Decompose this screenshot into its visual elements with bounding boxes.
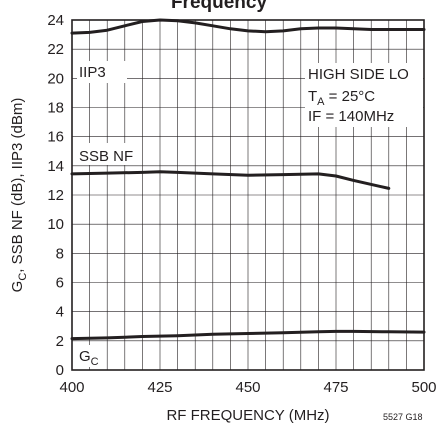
y-axis-title-pre: G (9, 281, 26, 293)
iip3-line (70, 18, 426, 35)
x-tick-label-475: 475 (323, 379, 348, 396)
ssbnf-line (70, 170, 391, 190)
iip3-label-box (77, 61, 127, 83)
x-tick-labels: 400 425 450 475 500 (59, 379, 436, 396)
y-tick-label-10: 10 (47, 216, 64, 233)
y-tick-label-2: 2 (56, 333, 64, 350)
y-axis-title-sub: C (17, 273, 29, 281)
series-lines (70, 18, 426, 341)
chart-title-fragment: Frequency (171, 0, 268, 13)
condition-temperature: TA = 25°C (308, 88, 375, 108)
conditions-box (305, 63, 423, 127)
y-tick-label-12: 12 (47, 187, 64, 204)
x-tick-label-400: 400 (59, 379, 84, 396)
condition-temperature-pre: T (308, 88, 317, 105)
ssbnf-label-box (77, 143, 137, 165)
x-tick-label-500: 500 (411, 379, 436, 396)
x-tick-label-450: 450 (235, 379, 260, 396)
x-axis-title: RF FREQUENCY (MHz) (166, 407, 329, 424)
y-tick-label-24: 24 (47, 12, 64, 29)
condition-temperature-post: = 25°C (325, 88, 376, 105)
y-tick-label-18: 18 (47, 100, 64, 117)
gc-label-box (77, 345, 105, 367)
gc-label-sub: C (91, 356, 99, 368)
gc-label: GC (79, 348, 99, 368)
condition-if-frequency: IF = 140MHz (308, 108, 394, 125)
y-tick-label-0: 0 (56, 362, 64, 379)
y-axis-title: GC, SSB NF (dB), IIP3 (dBm) (9, 98, 29, 293)
condition-high-side-lo: HIGH SIDE LO (308, 66, 409, 83)
y-tick-label-6: 6 (56, 275, 64, 292)
plot-frame (71, 19, 425, 371)
y-tick-label-14: 14 (47, 158, 64, 175)
y-tick-label-8: 8 (56, 245, 64, 262)
y-tick-label-4: 4 (56, 304, 64, 321)
y-tick-label-16: 16 (47, 129, 64, 146)
gc-line (70, 329, 426, 341)
condition-temperature-sub: A (317, 96, 325, 108)
figure-id: 5527 G18 (383, 412, 423, 422)
x-tick-label-425: 425 (147, 379, 172, 396)
y-axis-title-post: , SSB NF (dB), IIP3 (dBm) (9, 98, 26, 273)
y-tick-label-22: 22 (47, 41, 64, 58)
ssbnf-label: SSB NF (79, 148, 133, 165)
y-tick-label-20: 20 (47, 70, 64, 87)
gc-label-main: G (79, 348, 91, 365)
iip3-label: IIP3 (79, 64, 106, 81)
